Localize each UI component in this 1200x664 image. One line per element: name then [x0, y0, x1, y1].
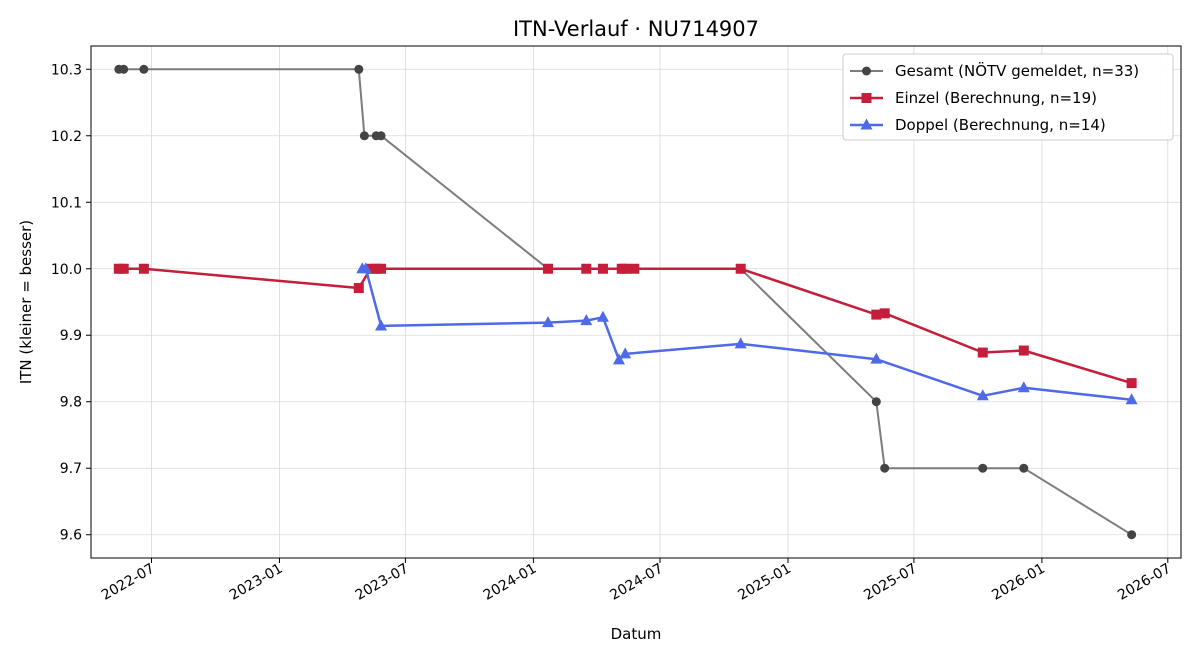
legend: Gesamt (NÖTV gemeldet, n=33) Einzel (Bere…	[842, 53, 1174, 141]
y-tick-label: 10.3	[51, 62, 82, 78]
data-point	[976, 389, 989, 401]
x-axis-label: Datum	[611, 625, 662, 643]
y-tick-label: 9.6	[60, 528, 82, 544]
x-tick-label: 2024-01	[481, 561, 540, 604]
data-point	[880, 463, 890, 473]
y-tick-label: 9.9	[60, 328, 82, 344]
data-point	[542, 316, 555, 328]
x-tick-label: 2023-07	[353, 561, 412, 604]
data-point	[1125, 393, 1138, 405]
legend-marker	[861, 93, 872, 103]
data-point	[1126, 378, 1137, 389]
y-tick-label: 9.8	[60, 395, 82, 411]
data-point	[734, 337, 747, 349]
data-point	[879, 308, 890, 319]
data-point	[978, 463, 988, 473]
legend-marker	[862, 66, 871, 76]
x-tick-label: 2024-07	[607, 561, 666, 604]
data-point	[376, 131, 386, 141]
x-tick-label: 2026-07	[1115, 561, 1174, 604]
data-point	[138, 263, 149, 274]
x-tick-label: 2022-07	[99, 561, 158, 604]
data-point	[620, 263, 631, 274]
data-point	[1127, 530, 1137, 540]
data-point	[629, 263, 640, 274]
data-point	[580, 314, 593, 326]
series-layer	[113, 64, 1138, 540]
x-tick-label: 2023-01	[227, 561, 286, 604]
data-point	[353, 283, 364, 294]
data-point	[1018, 345, 1029, 356]
y-axis: 9.6 9.7 9.8 9.9 10.0 10.1 10.2 10.3	[51, 62, 91, 544]
data-point	[1019, 463, 1029, 473]
data-point	[619, 347, 632, 359]
x-tick-label: 2025-01	[735, 561, 794, 604]
data-point	[596, 310, 609, 322]
data-point	[977, 347, 988, 358]
y-axis-label: ITN (kleiner = besser)	[17, 220, 35, 384]
data-point	[365, 263, 376, 274]
series-2	[356, 262, 1138, 405]
data-point	[376, 263, 387, 274]
y-tick-label: 10.0	[51, 262, 82, 278]
legend-box	[842, 53, 1174, 141]
y-tick-label: 9.7	[60, 461, 82, 477]
data-point	[359, 262, 372, 274]
data-point	[581, 263, 592, 274]
series-line	[118, 267, 1132, 385]
x-axis: 2022-07 2023-01 2023-07 2024-01 2024-07 2025-…	[99, 558, 1174, 604]
legend-item: Einzel (Berechnung, n=19)	[850, 89, 1097, 107]
legend-label: Einzel (Berechnung, n=19)	[895, 89, 1097, 107]
x-tick-label: 2025-07	[861, 561, 920, 604]
data-point	[871, 397, 881, 407]
data-point	[1017, 381, 1030, 393]
data-point	[118, 263, 129, 274]
legend-item: Doppel (Berechnung, n=14)	[850, 116, 1106, 134]
data-point	[375, 319, 388, 331]
series-line	[362, 267, 1132, 401]
y-tick-label: 10.1	[51, 195, 82, 211]
y-tick-label: 10.2	[51, 129, 82, 145]
data-point	[870, 352, 883, 364]
legend-label: Doppel (Berechnung, n=14)	[895, 116, 1106, 134]
x-tick-label: 2026-01	[989, 561, 1048, 604]
chart-title: ITN-Verlauf · NU714907	[513, 17, 759, 41]
legend-marker	[860, 118, 873, 130]
plot-frame	[90, 45, 1182, 559]
data-point	[543, 263, 554, 274]
legend-label: Gesamt (NÖTV gemeldet, n=33)	[895, 61, 1139, 80]
data-point	[612, 353, 625, 365]
legend-item: Gesamt (NÖTV gemeldet, n=33)	[850, 61, 1139, 80]
data-point	[354, 64, 364, 74]
data-point	[119, 64, 129, 74]
data-point	[597, 263, 608, 274]
data-point	[359, 131, 369, 141]
data-point	[139, 64, 149, 74]
data-point	[735, 263, 746, 274]
series-1	[113, 263, 1137, 389]
data-point	[871, 309, 882, 320]
